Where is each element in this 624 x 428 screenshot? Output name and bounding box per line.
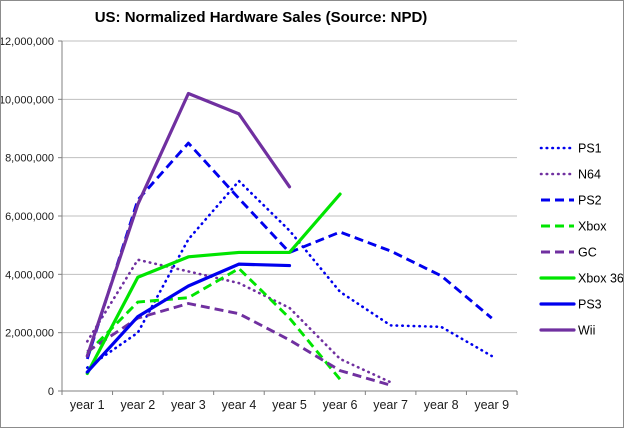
chart-title: US: Normalized Hardware Sales (Source: N… <box>94 9 428 26</box>
legend-label: PS3 <box>578 298 602 312</box>
legend-item-ps2: PS2 <box>541 194 602 208</box>
legend-label: N64 <box>578 168 601 182</box>
series-line-ps2 <box>85 141 493 360</box>
y-tick-label: 12,000,000 <box>1 36 54 48</box>
legend-item-xbox-360: Xbox 360 <box>539 272 623 286</box>
y-tick-label: 6,000,000 <box>5 211 54 223</box>
legend-label: PS2 <box>578 194 602 208</box>
legend: PS1 N64 PS2 Xbox GC Xbox 360 PS3 Wii <box>539 142 623 338</box>
series-line-gc <box>86 302 392 387</box>
x-category-label: year 8 <box>424 398 459 412</box>
y-tick-label: 0 <box>48 386 54 398</box>
x-category-label: year 9 <box>474 398 509 412</box>
legend-label: PS1 <box>578 142 602 156</box>
series-line-ps3 <box>85 262 292 374</box>
x-category-label: year 2 <box>120 398 155 412</box>
series-line-wii <box>85 91 292 358</box>
legend-item-gc: GC <box>541 246 597 260</box>
series-lines <box>85 91 494 387</box>
x-category-label: year 1 <box>70 398 105 412</box>
y-tick-label: 2,000,000 <box>5 328 54 340</box>
y-tick-label: 8,000,000 <box>5 153 54 165</box>
x-category-label: year 4 <box>222 398 257 412</box>
x-category-label: year 7 <box>373 398 408 412</box>
x-category-label: year 5 <box>272 398 307 412</box>
legend-item-xbox: Xbox <box>541 220 607 234</box>
y-axis-labels: 0 2,000,000 4,000,000 6,000,000 8,000,000 10,… <box>1 36 54 398</box>
y-tick-label: 10,000,000 <box>1 94 54 106</box>
legend-item-wii: Wii <box>539 324 595 338</box>
series-line-xbox <box>86 267 342 381</box>
gridlines <box>58 40 517 392</box>
series-line-xbox-360 <box>85 192 342 376</box>
legend-label: Wii <box>578 324 595 338</box>
x-axis-labels: year 1 year 2 year 3 year 4 year 5 year 6 year… <box>61 391 518 412</box>
y-tick-label: 4,000,000 <box>5 269 54 281</box>
legend-item-n64: N64 <box>539 168 601 182</box>
legend-item-ps3: PS3 <box>539 298 602 312</box>
legend-label: Xbox 360 <box>578 272 623 286</box>
legend-item-ps1: PS1 <box>539 142 602 156</box>
legend-label: GC <box>578 246 597 260</box>
x-category-label: year 6 <box>323 398 358 412</box>
series-line-n64 <box>85 258 392 384</box>
legend-label: Xbox <box>578 220 607 234</box>
x-category-label: year 3 <box>171 398 206 412</box>
